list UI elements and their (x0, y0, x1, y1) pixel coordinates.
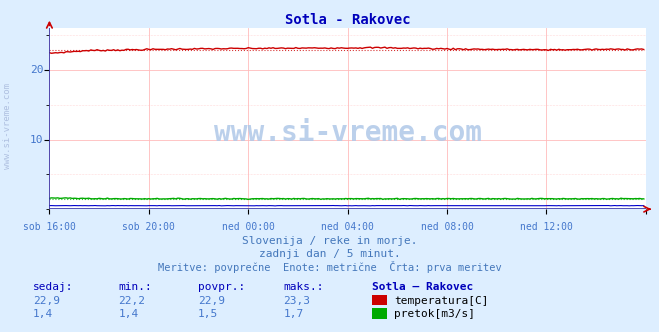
Text: 22,9: 22,9 (198, 296, 225, 306)
Text: 1,5: 1,5 (198, 309, 218, 319)
Text: 22,9: 22,9 (33, 296, 60, 306)
Text: sob 16:00: sob 16:00 (23, 222, 76, 232)
Text: 1,7: 1,7 (283, 309, 304, 319)
Text: sob 20:00: sob 20:00 (123, 222, 175, 232)
Text: zadnji dan / 5 minut.: zadnji dan / 5 minut. (258, 249, 401, 259)
Text: 1,4: 1,4 (119, 309, 139, 319)
Text: Meritve: povprečne  Enote: metrične  Črta: prva meritev: Meritve: povprečne Enote: metrične Črta:… (158, 261, 501, 273)
Text: ned 04:00: ned 04:00 (321, 222, 374, 232)
Text: povpr.:: povpr.: (198, 283, 245, 292)
Text: 10: 10 (30, 134, 43, 144)
Text: ned 12:00: ned 12:00 (520, 222, 573, 232)
Text: 1,4: 1,4 (33, 309, 53, 319)
Text: sedaj:: sedaj: (33, 283, 73, 292)
Text: ned 08:00: ned 08:00 (420, 222, 473, 232)
Text: 23,3: 23,3 (283, 296, 310, 306)
Text: 20: 20 (30, 65, 43, 75)
Text: 22,2: 22,2 (119, 296, 146, 306)
Text: min.:: min.: (119, 283, 152, 292)
Text: Slovenija / reke in morje.: Slovenija / reke in morje. (242, 236, 417, 246)
Text: Sotla – Rakovec: Sotla – Rakovec (372, 283, 474, 292)
Text: www.si-vreme.com: www.si-vreme.com (214, 119, 482, 147)
Text: temperatura[C]: temperatura[C] (394, 296, 488, 306)
Text: ned 00:00: ned 00:00 (222, 222, 275, 232)
Text: www.si-vreme.com: www.si-vreme.com (3, 83, 13, 169)
Title: Sotla - Rakovec: Sotla - Rakovec (285, 13, 411, 27)
Text: maks.:: maks.: (283, 283, 324, 292)
Text: pretok[m3/s]: pretok[m3/s] (394, 309, 475, 319)
